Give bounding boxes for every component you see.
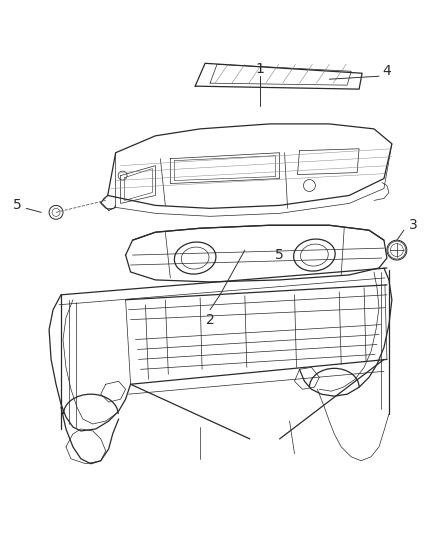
Text: 2: 2: [206, 313, 215, 327]
Text: 1: 1: [255, 62, 264, 76]
Text: 4: 4: [382, 64, 391, 78]
Text: 5: 5: [13, 198, 21, 212]
Text: 5: 5: [275, 248, 284, 262]
Text: 3: 3: [410, 218, 418, 232]
